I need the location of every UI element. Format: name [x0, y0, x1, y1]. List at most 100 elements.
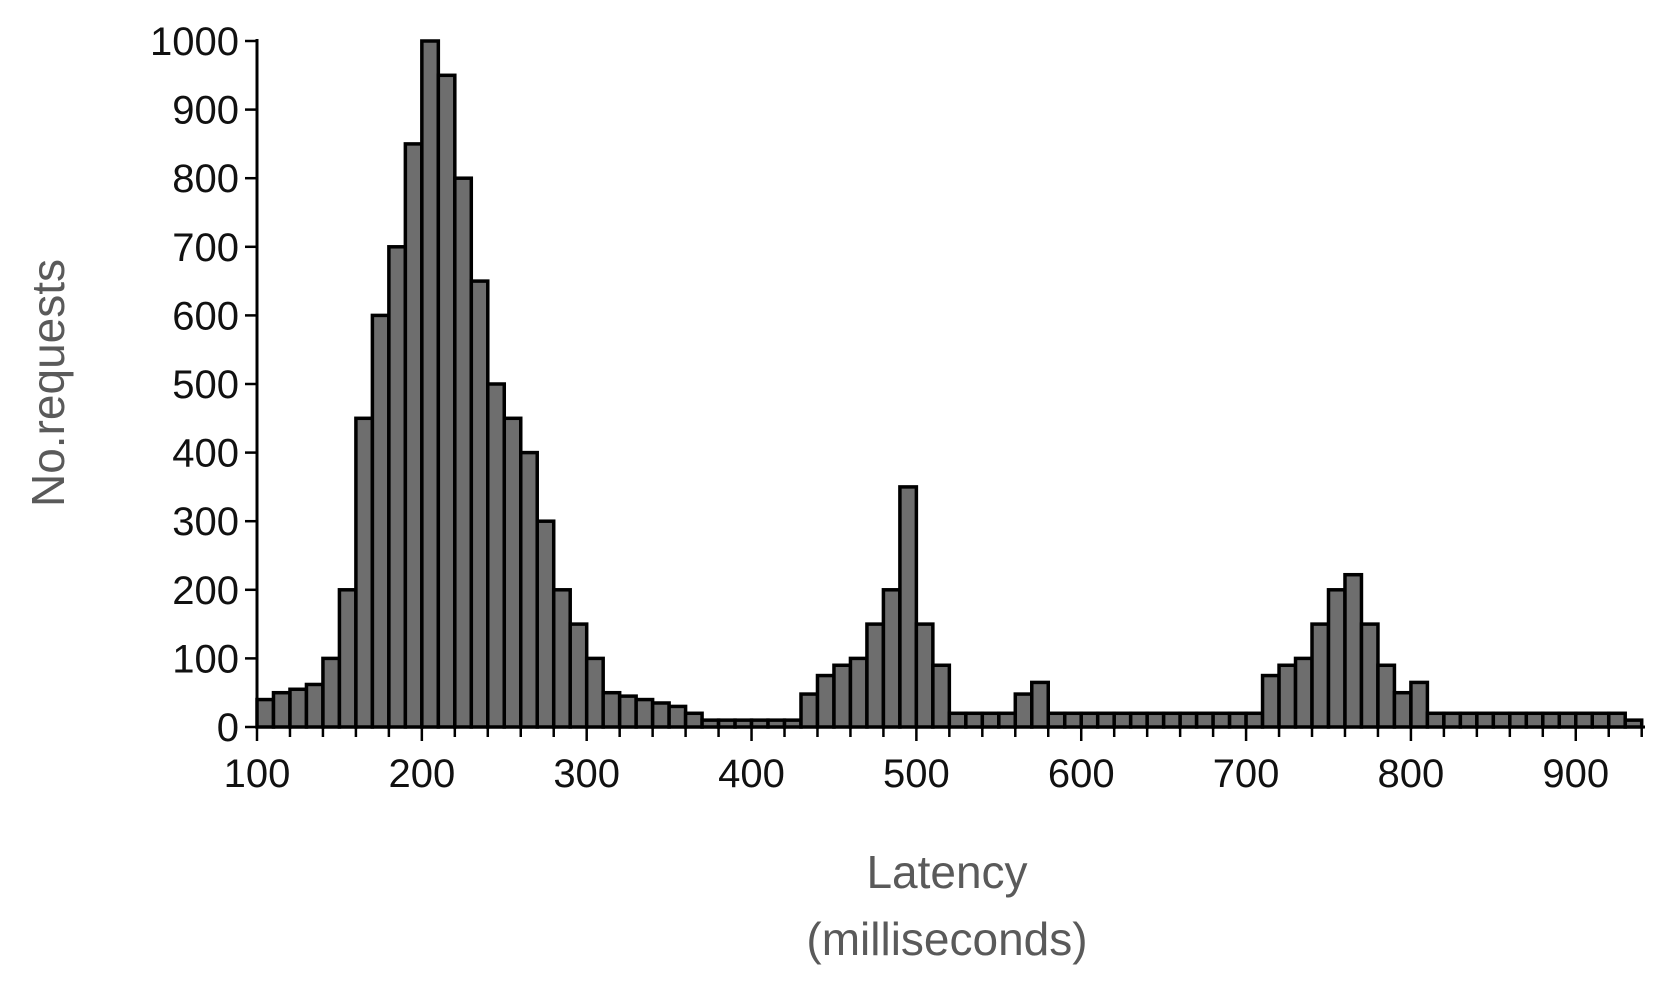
y-tick-label: 800 [172, 157, 239, 201]
histogram-bar [486, 382, 507, 729]
histogram-bar [980, 711, 1001, 729]
x-tick-label: 100 [224, 752, 291, 796]
histogram-bar [453, 176, 474, 729]
histogram-bar [420, 39, 441, 729]
histogram-bar [469, 279, 490, 729]
histogram-bar [1227, 711, 1248, 729]
histogram-bar [1310, 622, 1331, 729]
y-tick-label: 0 [217, 706, 239, 750]
histogram-bar [1409, 680, 1430, 729]
x-tick-label: 300 [553, 752, 620, 796]
y-tick-label: 900 [172, 89, 239, 133]
x-axis-title-line-1: Latency [866, 846, 1027, 898]
histogram-bar [1541, 711, 1562, 729]
histogram-bar [1557, 711, 1578, 729]
histogram-bar [519, 450, 539, 729]
histogram-bar [1178, 711, 1199, 729]
x-tick-label: 700 [1213, 752, 1280, 796]
histogram-bar [1030, 680, 1051, 729]
histogram-bar [1606, 711, 1627, 729]
histogram-bar [1095, 711, 1116, 729]
histogram-bar [403, 142, 424, 729]
histogram-bar [1128, 711, 1149, 729]
histogram-bar [1491, 711, 1512, 729]
histogram-bar [634, 697, 655, 729]
histogram-bar [1079, 711, 1100, 729]
histogram-bar [321, 656, 342, 729]
histogram-bar [370, 313, 391, 729]
x-tick-label: 900 [1542, 752, 1609, 796]
y-tick-label: 200 [172, 569, 239, 613]
histogram-bar [1359, 622, 1380, 729]
x-tick-label: 400 [718, 752, 785, 796]
histogram-bar [1293, 656, 1314, 729]
x-tick-label: 500 [883, 752, 950, 796]
histogram-bar [1343, 572, 1364, 729]
histogram-bar [1590, 711, 1611, 729]
y-tick-label: 700 [172, 226, 239, 270]
y-tick-label: 1000 [150, 20, 239, 64]
histogram-bar [304, 682, 325, 729]
y-tick-label: 500 [172, 363, 239, 407]
histogram-bar [1574, 711, 1594, 729]
histogram-bar [1524, 711, 1545, 729]
histogram-bar [997, 711, 1018, 729]
histogram-bar [436, 73, 457, 729]
y-axis: 0 100 200 300 400 500 600 700 800 900 1000 [150, 20, 259, 750]
bars-group [255, 39, 1644, 729]
x-axis: 100 200 300 400 500 600 700 800 900 [224, 725, 1645, 796]
histogram-bar [1326, 588, 1347, 729]
histogram-bar [881, 588, 902, 729]
histogram-bar [1425, 711, 1446, 729]
histogram-bar [568, 622, 589, 729]
histogram-bar [931, 663, 952, 729]
histogram-bar [584, 656, 605, 729]
histogram-bar [255, 697, 276, 729]
histogram-bar [815, 673, 836, 729]
histogram-bar [947, 711, 968, 729]
histogram-bar [667, 704, 688, 729]
histogram-bar [1211, 711, 1232, 729]
histogram-bar [898, 485, 919, 729]
histogram-bar [502, 416, 523, 729]
histogram-bar [1046, 711, 1067, 729]
histogram-bar [1244, 711, 1265, 729]
histogram-bar [1458, 711, 1479, 729]
histogram-bar [799, 692, 820, 729]
histogram-bar [1161, 711, 1182, 729]
y-tick-label: 600 [172, 294, 239, 338]
histogram-bar [535, 519, 556, 729]
histogram-bar [1062, 711, 1083, 729]
histogram-bar [387, 245, 408, 729]
histogram-bar [650, 701, 671, 729]
x-tick-label: 800 [1378, 752, 1445, 796]
histogram-bar [683, 711, 704, 729]
x-tick-label: 600 [1048, 752, 1115, 796]
histogram-bar [848, 656, 869, 729]
histogram-bar [288, 687, 309, 729]
x-axis-title-line-2: (milliseconds) [806, 913, 1087, 965]
histogram-bar [1475, 711, 1496, 729]
histogram-bar [551, 588, 572, 729]
histogram-bar [617, 694, 638, 729]
histogram-bar [1194, 711, 1215, 729]
histogram-bar [964, 711, 985, 729]
y-axis-title: No.requests [22, 259, 74, 507]
x-tick-label: 200 [388, 752, 455, 796]
histogram-bar [601, 690, 622, 729]
y-tick-label: 400 [172, 432, 239, 476]
histogram-bar [1508, 711, 1529, 729]
histogram-bar [271, 690, 292, 729]
histogram-bar [1260, 673, 1281, 729]
histogram-bar [1277, 663, 1298, 729]
histogram-bar [337, 588, 358, 729]
histogram-bar [1442, 711, 1463, 729]
histogram-bar [832, 663, 853, 729]
y-tick-label: 100 [172, 637, 239, 681]
histogram-bar [865, 622, 886, 729]
histogram-bar [1145, 711, 1166, 729]
histogram-bar [1376, 663, 1397, 729]
histogram-bar [1392, 690, 1413, 729]
